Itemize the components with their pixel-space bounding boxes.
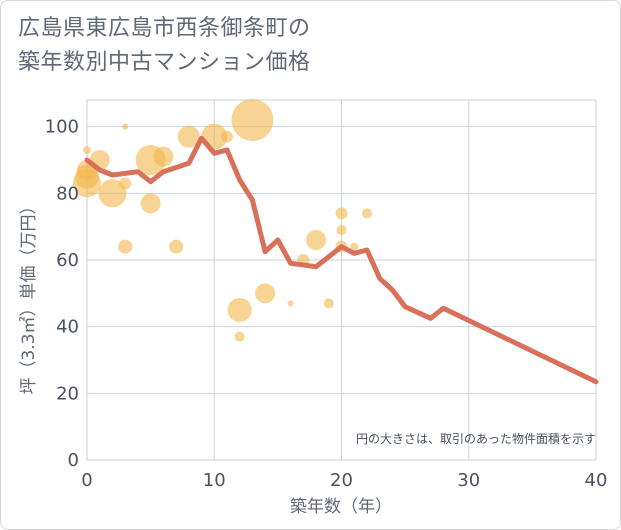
data-bubble [255, 283, 276, 304]
data-bubble [231, 99, 274, 141]
data-bubble [220, 130, 233, 143]
bubbles [73, 99, 372, 342]
ticks: 0 10 20 30 40 0 20 40 60 80 100 [45, 117, 608, 491]
y-tick-label: 40 [56, 317, 79, 338]
grid [86, 99, 597, 461]
data-bubble [287, 300, 294, 307]
x-tick-label: 10 [203, 470, 226, 491]
price-trend-line [84, 135, 599, 385]
data-bubble [361, 208, 372, 219]
chart-title: 広島県東広島市西条御条町の 築年数別中古マンション価格 [18, 12, 311, 80]
chart-title-line-1: 広島県東広島市西条御条町の [18, 16, 311, 41]
data-bubble [177, 125, 200, 148]
data-bubble [75, 164, 99, 189]
data-bubble [98, 179, 127, 208]
data-bubble [119, 177, 132, 190]
data-bubble [140, 193, 161, 214]
data-bubble [336, 225, 347, 235]
y-tick-label: 60 [56, 250, 79, 271]
data-bubble [335, 207, 348, 220]
data-bubble [323, 298, 334, 309]
data-bubble [306, 230, 327, 250]
data-bubble [169, 239, 184, 254]
data-bubble [122, 123, 129, 130]
x-tick-label: 0 [81, 470, 92, 491]
x-axis-label: 築年数（年） [290, 497, 392, 517]
x-tick-label: 20 [330, 470, 353, 491]
x-tick-label: 30 [457, 470, 480, 491]
bubble-size-note: 円の大きさは、取引のあった物件面積を示す [356, 431, 596, 446]
x-tick-label: 40 [585, 470, 608, 491]
y-tick-label: 100 [45, 117, 79, 138]
data-bubble [83, 146, 91, 154]
data-bubble [153, 146, 174, 167]
y-axis-label: 坪（3.3㎡）単価（万円） [19, 197, 39, 394]
y-tick-label: 0 [68, 450, 79, 471]
y-tick-label: 80 [56, 183, 79, 204]
data-bubble [118, 239, 133, 254]
data-bubble [350, 242, 359, 251]
y-tick-label: 20 [56, 383, 79, 404]
chart-title-line-2: 築年数別中古マンション価格 [18, 50, 311, 75]
data-bubble [234, 331, 245, 342]
data-bubble [227, 298, 252, 322]
